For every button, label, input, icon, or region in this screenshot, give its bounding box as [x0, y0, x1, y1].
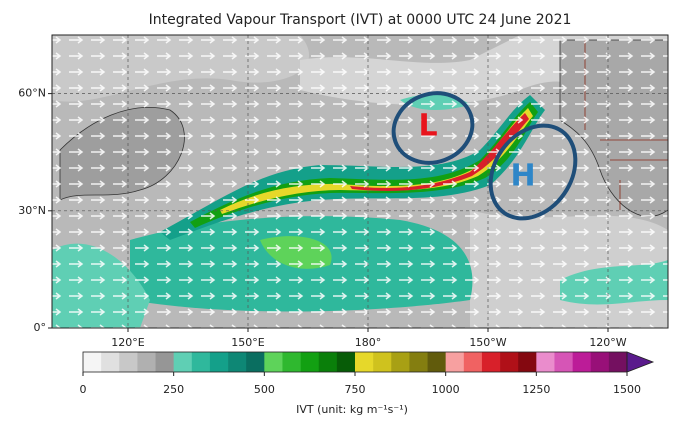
- colorbar-swatch: [318, 352, 338, 372]
- colorbar-tick-label: 250: [163, 383, 184, 396]
- colorbar-swatch: [355, 352, 374, 372]
- colorbar-swatch: [391, 352, 410, 372]
- colorbar-swatch: [246, 352, 265, 372]
- colorbar-swatch: [554, 352, 573, 372]
- colorbar-swatch: [228, 352, 247, 372]
- map-frame: [51, 34, 669, 329]
- colorbar-swatch: [518, 352, 537, 372]
- colorbar-label: IVT (unit: kg m⁻¹s⁻¹): [296, 403, 408, 416]
- colorbar-swatch: [101, 352, 120, 372]
- colorbar-swatch: [83, 352, 102, 372]
- colorbar: 0 250 500 750 1000 1250 1500: [80, 351, 655, 396]
- low-label: L: [418, 109, 437, 144]
- colorbar-tick-label: 750: [345, 383, 366, 396]
- y-tick-label: 60°N: [18, 87, 46, 100]
- colorbar-swatch: [608, 352, 628, 372]
- y-tick-label: 0°: [34, 321, 47, 334]
- colorbar-swatch: [155, 352, 174, 372]
- low-circulation: [391, 91, 475, 165]
- y-tick-label: 30°N: [18, 204, 46, 217]
- colorbar-tick-label: 1000: [432, 383, 460, 396]
- colorbar-swatch: [173, 352, 193, 372]
- high-label: H: [510, 159, 535, 194]
- colorbar-tick-label: 0: [80, 383, 87, 396]
- colorbar-tick-label: 1500: [613, 383, 641, 396]
- colorbar-swatch: [536, 352, 555, 372]
- colorbar-swatch: [427, 352, 446, 372]
- colorbar-swatch: [409, 352, 428, 372]
- colorbar-swatch: [191, 352, 211, 372]
- colorbar-swatch: [572, 352, 592, 372]
- colorbar-swatch: [463, 352, 483, 372]
- colorbar-swatch: [500, 352, 519, 372]
- colorbar-tick-label: 500: [254, 383, 275, 396]
- high-circulation: [488, 123, 578, 221]
- x-tick-label: 120°W: [589, 336, 626, 349]
- colorbar-swatch: [373, 352, 392, 372]
- colorbar-extension: [626, 351, 655, 373]
- x-tick-label: 150°E: [231, 336, 264, 349]
- colorbar-swatch: [282, 352, 301, 372]
- x-tick-label: 120°E: [111, 336, 144, 349]
- colorbar-swatch: [137, 352, 156, 372]
- colorbar-tick-label: 1250: [522, 383, 550, 396]
- x-tick-label: 180°: [355, 336, 382, 349]
- map-title: Integrated Vapour Transport (IVT) at 000…: [149, 12, 572, 28]
- x-tick-label: 150°W: [469, 336, 506, 349]
- colorbar-swatch: [336, 352, 356, 372]
- map-field: [52, 35, 668, 328]
- colorbar-swatch: [300, 352, 320, 372]
- colorbar-swatch: [445, 352, 465, 372]
- colorbar-swatch: [481, 352, 501, 372]
- colorbar-swatch: [590, 352, 610, 372]
- colorbar-swatch: [264, 352, 283, 372]
- colorbar-swatch: [209, 352, 229, 372]
- colorbar-swatch: [119, 352, 138, 372]
